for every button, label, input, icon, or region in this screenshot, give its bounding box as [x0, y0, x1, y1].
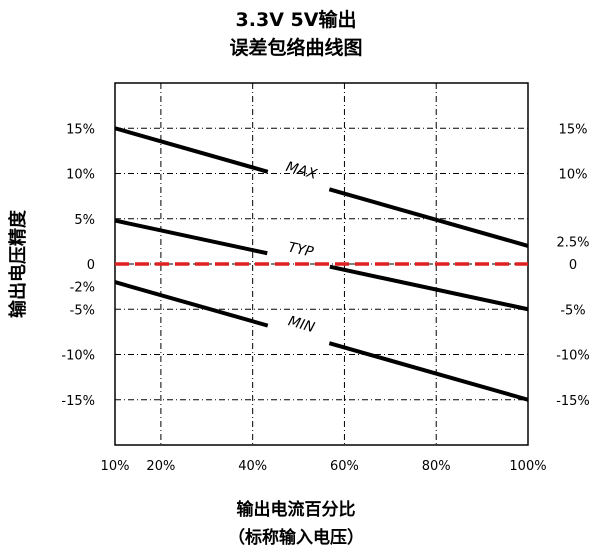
- left-tick-label: 0: [87, 258, 95, 273]
- right-tick-label: -10%: [556, 349, 590, 364]
- left-tick-label: -15%: [61, 394, 95, 409]
- left-tick-label: 10%: [66, 168, 95, 183]
- left-tick-label: 5%: [74, 213, 95, 228]
- series-lines: MAX TYP MIN: [114, 126, 529, 402]
- left-tick-label: -2%: [70, 281, 95, 296]
- series-label-max: MAX: [284, 159, 319, 183]
- x-tick-label: 40%: [238, 459, 267, 474]
- x-axis-label-line-1: 输出电流百分比: [237, 499, 356, 520]
- series-line-max: [328, 187, 529, 248]
- chart-title-line-1: 3.3V 5V输出: [236, 8, 357, 31]
- series-line-max: [114, 126, 269, 174]
- right-tick-label: -5%: [560, 303, 585, 318]
- series-line-min: [114, 280, 269, 328]
- x-tick-label: 100%: [509, 459, 546, 474]
- x-tick-label: 10%: [101, 459, 130, 474]
- series-line-typ: [114, 218, 268, 256]
- right-tick-label: 15%: [559, 122, 588, 137]
- x-tick-label: 60%: [330, 459, 359, 474]
- left-tick-label: -5%: [70, 303, 95, 318]
- chart-title-line-2: 误差包络曲线图: [229, 36, 362, 59]
- right-tick-label: -15%: [556, 394, 590, 409]
- right-tick-label: 10%: [559, 168, 588, 183]
- x-tick-label: 20%: [146, 459, 175, 474]
- x-axis-label-line-2: （标称输入电压）: [228, 527, 364, 548]
- tick-labels: 15% 10% 5% 0 -2% -5% -10% -15% 15% 10% 2.5% 0 -5% -10…: [61, 122, 589, 474]
- series-line-min: [328, 341, 529, 402]
- axis-labels: 输出电流百分比 （标称输入电压） 输出电压精度: [7, 209, 364, 548]
- x-tick-label: 80%: [422, 459, 451, 474]
- left-tick-label: 15%: [66, 122, 95, 137]
- series-label-typ: TYP: [286, 240, 315, 261]
- right-tick-label: 2.5%: [556, 235, 589, 250]
- y-axis-label: 输出电压精度: [7, 209, 29, 318]
- series-label-min: MIN: [286, 313, 317, 336]
- series-line-typ: [329, 264, 529, 312]
- right-tick-label: 0: [569, 258, 577, 273]
- left-tick-label: -10%: [61, 349, 95, 364]
